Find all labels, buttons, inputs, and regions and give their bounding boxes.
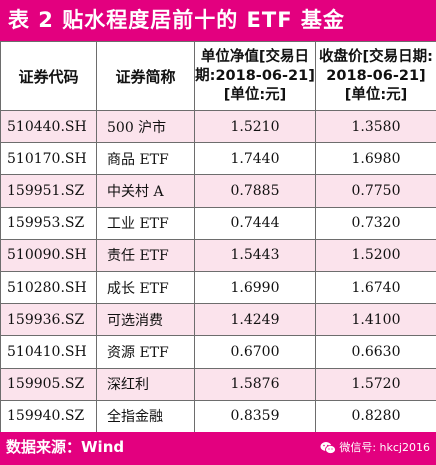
cell-name: 成长 ETF xyxy=(96,270,195,305)
table-row: 510280.SH 成长 ETF 1.6990 1.6740 xyxy=(0,270,436,305)
header-close: 收盘价[交易日期:2018-06-21][单位:元] xyxy=(315,41,436,111)
table-row: 159951.SZ 中关村 A 0.7885 0.7750 xyxy=(0,174,436,208)
cell-code: 159936.SZ xyxy=(0,303,97,337)
wechat-icon xyxy=(320,441,337,454)
wechat-id: 微信号: hkcj2016 xyxy=(320,432,430,463)
cell-nav: 1.5876 xyxy=(194,367,316,401)
footer-bar: 数据来源：Wind 微信号: hkcj2016 xyxy=(0,432,436,465)
cell-nav: 0.7885 xyxy=(194,174,316,208)
cell-nav: 1.7440 xyxy=(194,142,316,176)
cell-close: 1.5200 xyxy=(315,238,436,272)
cell-close: 1.6740 xyxy=(315,270,436,305)
cell-name: 可选消费 xyxy=(96,303,195,337)
cell-close: 0.8280 xyxy=(315,399,436,433)
cell-nav: 1.6990 xyxy=(194,270,316,305)
table-row: 510440.SH 500 沪市 1.5210 1.3580 xyxy=(0,109,436,144)
table-row: 510090.SH 责任 ETF 1.5443 1.5200 xyxy=(0,238,436,272)
table-row: 510410.SH 资源 ETF 0.6700 0.6630 xyxy=(0,335,436,369)
table-row: 159953.SZ 工业 ETF 0.7444 0.7320 xyxy=(0,206,436,240)
cell-name: 资源 ETF xyxy=(96,335,195,369)
cell-name: 深红利 xyxy=(96,367,195,401)
cell-close: 1.6980 xyxy=(315,142,436,176)
cell-code: 159940.SZ xyxy=(0,399,97,433)
cell-name: 中关村 A xyxy=(96,174,195,208)
cell-close: 1.5720 xyxy=(315,367,436,401)
cell-close: 1.3580 xyxy=(315,109,436,144)
cell-close: 0.7320 xyxy=(315,206,436,240)
table-row: 159936.SZ 可选消费 1.4249 1.4100 xyxy=(0,303,436,337)
cell-code: 510410.SH xyxy=(0,335,97,369)
cell-close: 1.4100 xyxy=(315,303,436,337)
cell-nav: 0.8359 xyxy=(194,399,316,433)
cell-code: 159951.SZ xyxy=(0,174,97,208)
wechat-text: 微信号: hkcj2016 xyxy=(339,441,430,454)
cell-name: 工业 ETF xyxy=(96,206,195,240)
cell-close: 0.7750 xyxy=(315,174,436,208)
cell-name: 全指金融 xyxy=(96,399,195,433)
cell-close: 0.6630 xyxy=(315,335,436,369)
header-nav: 单位净值[交易日期:2018-06-21][单位:元] xyxy=(194,41,316,111)
table-title: 表 2 贴水程度居前十的 ETF 基金 xyxy=(0,0,436,41)
table-row: 159940.SZ 全指金融 0.8359 0.8280 xyxy=(0,399,436,433)
cell-nav: 0.7444 xyxy=(194,206,316,240)
table-row: 510170.SH 商品 ETF 1.7440 1.6980 xyxy=(0,142,436,176)
header-name: 证券简称 xyxy=(96,41,195,111)
etf-discount-table: 证券代码 证券简称 单位净值[交易日期:2018-06-21][单位:元] 收盘… xyxy=(0,41,436,433)
cell-name: 500 沪市 xyxy=(96,109,195,144)
cell-code: 510440.SH xyxy=(0,109,97,144)
cell-code: 159905.SZ xyxy=(0,367,97,401)
cell-code: 510280.SH xyxy=(0,270,97,305)
cell-nav: 1.5443 xyxy=(194,238,316,272)
cell-code: 510090.SH xyxy=(0,238,97,272)
cell-name: 责任 ETF xyxy=(96,238,195,272)
cell-code: 510170.SH xyxy=(0,142,97,176)
table-row: 159905.SZ 深红利 1.5876 1.5720 xyxy=(0,367,436,401)
table-header-row: 证券代码 证券简称 单位净值[交易日期:2018-06-21][单位:元] 收盘… xyxy=(0,41,436,111)
cell-code: 159953.SZ xyxy=(0,206,97,240)
cell-nav: 0.6700 xyxy=(194,335,316,369)
cell-nav: 1.4249 xyxy=(194,303,316,337)
cell-nav: 1.5210 xyxy=(194,109,316,144)
header-code: 证券代码 xyxy=(0,41,97,111)
cell-name: 商品 ETF xyxy=(96,142,195,176)
data-source: 数据来源：Wind xyxy=(6,438,125,456)
